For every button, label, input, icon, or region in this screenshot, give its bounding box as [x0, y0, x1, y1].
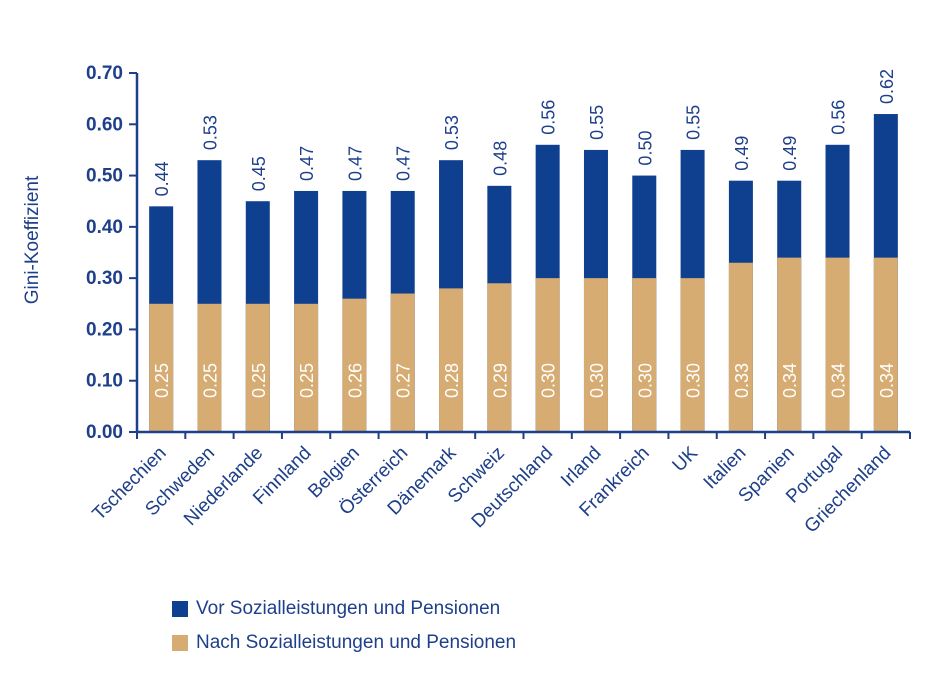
value-label-before: 0.53 — [442, 115, 462, 150]
bar-after — [197, 303, 222, 432]
bar-after — [777, 257, 802, 432]
y-tick-label: 0.50 — [86, 166, 123, 187]
value-label-after: 0.30 — [587, 363, 607, 398]
y-tick-label: 0.70 — [86, 63, 123, 84]
value-label-before: 0.62 — [877, 69, 897, 104]
category-label: Griechenland — [801, 443, 896, 538]
value-label-before: 0.49 — [732, 136, 752, 171]
value-label-before: 0.47 — [345, 146, 365, 181]
bar-after — [680, 278, 705, 432]
y-tick-label: 0.60 — [86, 114, 123, 135]
legend: Vor Sozialleistungen und Pensionen Nach … — [172, 592, 516, 660]
bar-after — [632, 278, 657, 432]
bar-after — [342, 298, 367, 432]
value-label-before: 0.49 — [780, 136, 800, 171]
bar-after — [149, 303, 174, 432]
value-label-after: 0.30 — [684, 363, 704, 398]
legend-label-after: Nach Sozialleistungen und Pensionen — [196, 632, 517, 653]
y-tick-label: 0.10 — [86, 371, 123, 392]
legend-item-before: Vor Sozialleistungen und Pensionen — [172, 592, 516, 626]
value-label-before: 0.47 — [394, 146, 414, 181]
value-label-after: 0.34 — [780, 363, 800, 398]
value-label-after: 0.29 — [490, 363, 510, 398]
value-label-before: 0.44 — [152, 161, 172, 196]
bar-after — [535, 278, 560, 432]
value-label-before: 0.53 — [200, 115, 220, 150]
y-tick-label: 0.00 — [86, 422, 123, 443]
bar-after — [583, 278, 608, 432]
value-label-before: 0.56 — [829, 100, 849, 135]
bar-after — [728, 262, 753, 432]
value-label-after: 0.34 — [829, 363, 849, 398]
legend-label-before: Vor Sozialleistungen und Pensionen — [196, 598, 501, 619]
value-label-after: 0.25 — [152, 363, 172, 398]
value-label-after: 0.34 — [877, 363, 897, 398]
value-label-after: 0.30 — [635, 363, 655, 398]
value-label-before: 0.45 — [249, 156, 269, 191]
value-label-after: 0.33 — [732, 363, 752, 398]
legend-swatch-before — [172, 601, 188, 617]
value-label-after: 0.25 — [297, 363, 317, 398]
value-label-after: 0.30 — [539, 363, 559, 398]
value-label-before: 0.55 — [684, 105, 704, 140]
bar-after — [439, 288, 464, 432]
value-label-after: 0.25 — [200, 363, 220, 398]
value-label-before: 0.47 — [297, 146, 317, 181]
value-label-after: 0.26 — [345, 363, 365, 398]
value-label-before: 0.56 — [539, 100, 559, 135]
bar-after — [390, 293, 415, 432]
legend-item-after: Nach Sozialleistungen und Pensionen — [172, 626, 516, 660]
value-label-after: 0.28 — [442, 363, 462, 398]
value-label-before: 0.50 — [635, 131, 655, 166]
bar-after — [294, 303, 319, 432]
bar-after — [487, 283, 512, 432]
bar-after — [873, 257, 898, 432]
bar-after — [245, 303, 270, 432]
value-label-before: 0.48 — [490, 141, 510, 176]
y-axis-title: Gini-Koeffizient — [22, 175, 43, 304]
legend-swatch-after — [172, 635, 188, 651]
y-tick-label: 0.30 — [86, 268, 123, 289]
category-label: UK — [669, 442, 703, 476]
y-tick-label: 0.40 — [86, 217, 123, 238]
value-label-after: 0.27 — [394, 363, 414, 398]
bar-after — [825, 257, 850, 432]
value-label-before: 0.55 — [587, 105, 607, 140]
value-label-after: 0.25 — [249, 363, 269, 398]
y-tick-label: 0.20 — [86, 319, 123, 340]
